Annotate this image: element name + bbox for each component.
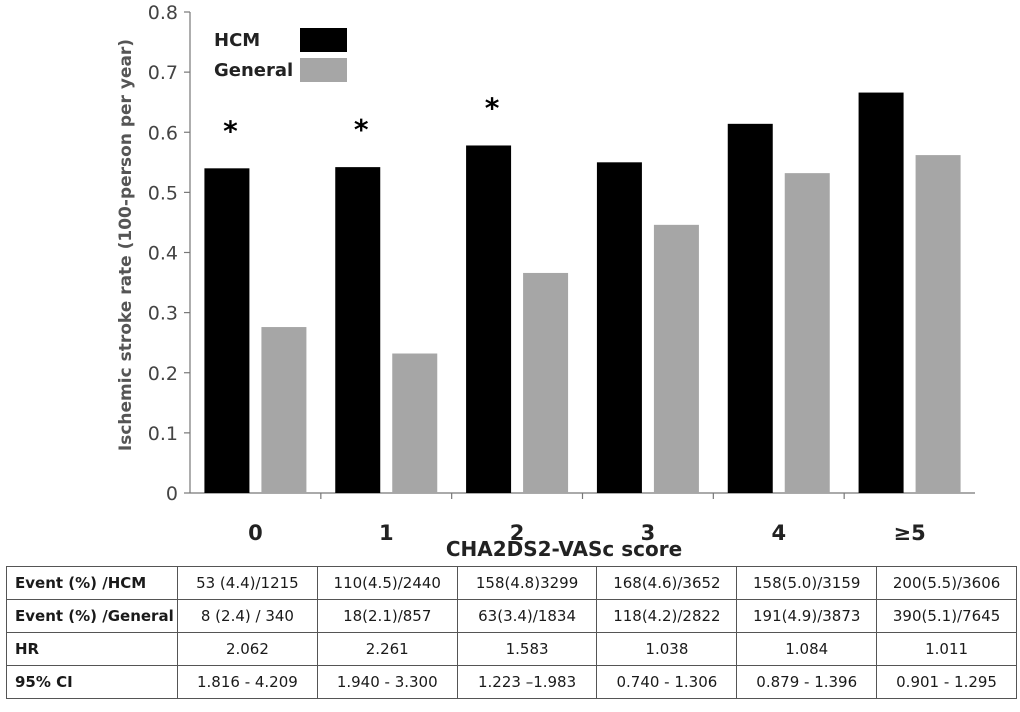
table-cell: 158(4.8)3299 <box>456 566 598 600</box>
bar-general-5 <box>915 155 961 493</box>
y-axis <box>189 12 975 494</box>
row-label: Event (%) /HCM <box>6 566 178 600</box>
y-tick-label: 0.3 <box>148 303 178 325</box>
legend-swatch <box>300 58 347 82</box>
y-tick-label: 0.8 <box>148 2 178 24</box>
table-cell: 0.901 - 1.295 <box>876 665 1017 699</box>
table-cell: 18(2.1)/857 <box>316 599 458 633</box>
bar-hcm-1 <box>335 167 381 493</box>
bar-hcm-5 <box>858 92 904 493</box>
y-tick-label: 0.2 <box>148 363 178 385</box>
significance-star: * <box>354 113 369 146</box>
y-axis-label: Ischemic stroke rate (100-person per yea… <box>116 39 136 451</box>
table-cell: 1.940 - 3.300 <box>316 665 458 699</box>
bar-general-1 <box>392 353 438 493</box>
x-tick-label: ≥5 <box>893 521 925 545</box>
bar-general-0 <box>261 327 307 493</box>
bar-chart: 0 0.1 0.2 0.3 0.4 0.5 0.6 0.7 0.8 * * * 0 1 2 3 4 ≥5 HC… <box>116 2 975 561</box>
table-cell: 8 (2.4) / 340 <box>177 599 318 633</box>
table-cell: 168(4.6)/3652 <box>596 566 738 600</box>
table-cell: 1.084 <box>736 632 878 666</box>
x-tick-label: 3 <box>641 521 656 545</box>
x-tick-label: 0 <box>248 521 263 545</box>
bar-general-4 <box>784 173 830 493</box>
bar-hcm-0 <box>204 168 250 493</box>
row-label: 95% CI <box>6 665 178 699</box>
x-tick-label: 4 <box>771 521 786 545</box>
table-cell: 110(4.5)/2440 <box>316 566 458 600</box>
legend-label: HCM <box>214 30 260 51</box>
row-label: Event (%) /General <box>6 599 178 633</box>
bar-general-3 <box>653 224 699 493</box>
bar-hcm-3 <box>596 162 642 493</box>
table-cell: 191(4.9)/3873 <box>736 599 878 633</box>
bars <box>204 92 961 494</box>
significance-star: * <box>485 91 500 124</box>
bar-general-2 <box>523 272 569 493</box>
table-cell: 1.011 <box>876 632 1017 666</box>
y-tick-label: 0.5 <box>148 182 178 204</box>
table-cell: 2.062 <box>177 632 318 666</box>
table-cell: 63(3.4)/1834 <box>456 599 598 633</box>
table-row: Event (%) /General 8 (2.4) / 340 18(2.1)/8… <box>6 599 1017 633</box>
x-axis-label: CHA2DS2-VASc score <box>446 537 682 561</box>
legend-label: General <box>214 60 293 81</box>
row-label: HR <box>6 632 178 666</box>
table-cell: 158(5.0)/3159 <box>736 566 878 600</box>
bar-hcm-4 <box>727 123 773 494</box>
x-tick-labels: 0 1 2 3 4 ≥5 <box>248 493 926 545</box>
table-cell: 2.261 <box>316 632 458 666</box>
significance-marks: * * * <box>223 91 500 147</box>
table-cell: 1.223 –1.983 <box>456 665 598 699</box>
significance-star: * <box>223 114 238 147</box>
table-cell: 200(5.5)/3606 <box>876 566 1017 600</box>
table-cell: 53 (4.4)/1215 <box>177 566 318 600</box>
bar-hcm-2 <box>466 145 512 494</box>
statistics-table: Event (%) /HCM 53 (4.4)/1215 110(4.5)/2440… <box>6 566 1017 699</box>
y-tick-labels: 0 0.1 0.2 0.3 0.4 0.5 0.6 0.7 0.8 <box>148 2 190 505</box>
table-cell: 1.583 <box>456 632 598 666</box>
y-tick-label: 0.1 <box>148 423 178 445</box>
table-cell: 118(4.2)/2822 <box>596 599 738 633</box>
table-row: HR 2.062 2.261 1.583 1.038 1.084 1.011 <box>6 632 1017 666</box>
table-cell: 1.816 - 4.209 <box>177 665 318 699</box>
x-tick-label: 1 <box>379 521 394 545</box>
table-cell: 0.879 - 1.396 <box>736 665 878 699</box>
x-tick-label: 2 <box>510 521 525 545</box>
legend-swatch <box>300 28 347 52</box>
table-cell: 0.740 - 1.306 <box>596 665 738 699</box>
table-row: Event (%) /HCM 53 (4.4)/1215 110(4.5)/2440… <box>6 566 1017 600</box>
y-tick-label: 0 <box>166 483 178 505</box>
y-tick-label: 0.6 <box>148 122 178 144</box>
legend: HCM General <box>214 28 347 82</box>
table-cell: 390(5.1)/7645 <box>876 599 1017 633</box>
table-row: 95% CI 1.816 - 4.209 1.940 - 3.300 1.223 –1… <box>6 665 1017 699</box>
y-tick-label: 0.7 <box>148 62 178 84</box>
y-tick-label: 0.4 <box>148 243 178 265</box>
table-cell: 1.038 <box>596 632 738 666</box>
